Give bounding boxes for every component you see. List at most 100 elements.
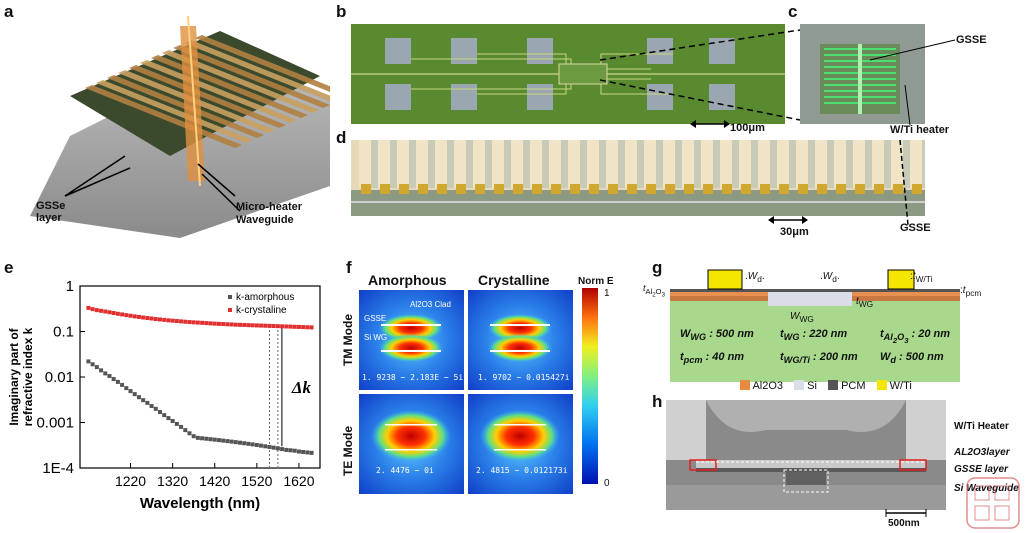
data-point xyxy=(174,319,179,324)
legend-swatch-wti xyxy=(876,380,887,390)
data-point xyxy=(99,368,104,373)
data-point xyxy=(111,311,116,316)
data-point xyxy=(296,449,301,454)
data-point xyxy=(229,322,234,327)
label-wd-left: .Wd. xyxy=(745,271,765,284)
comb-pad xyxy=(665,184,675,194)
gsse-layer-label: GSSe layer xyxy=(36,200,66,224)
data-point xyxy=(145,400,150,405)
data-point xyxy=(183,428,188,433)
comb-pad xyxy=(551,184,561,194)
comb-finger xyxy=(625,140,637,188)
label-tpcm: :tpcm xyxy=(960,285,982,298)
electrode-strip xyxy=(96,80,253,143)
x-tick-label: 1520 xyxy=(241,473,272,489)
data-point xyxy=(242,441,247,446)
row-tm: TM Mode xyxy=(341,314,355,366)
comb-finger xyxy=(435,140,447,188)
panel-c-micrograph xyxy=(800,24,925,124)
data-point xyxy=(259,443,264,448)
data-point xyxy=(86,305,91,310)
electrode-strip xyxy=(195,35,330,92)
comb-pad xyxy=(798,184,808,194)
data-point xyxy=(216,321,221,326)
data-point xyxy=(309,450,314,455)
data-point xyxy=(103,309,108,314)
data-point xyxy=(216,438,221,443)
data-point xyxy=(259,323,264,328)
data-point xyxy=(208,437,213,442)
data-point xyxy=(128,389,133,394)
comb-pad xyxy=(836,184,846,194)
data-point xyxy=(305,450,310,455)
legend-swatch-si xyxy=(794,380,805,390)
data-point xyxy=(162,317,167,322)
parameter-table: WWG : 500 nm tWG : 220 nm tAl2O3 : 20 nm tp… xyxy=(680,326,970,369)
colorbar-max: 1 xyxy=(604,288,610,299)
data-point xyxy=(275,446,280,451)
data-point xyxy=(301,449,306,454)
label-twti: :tW/Ti xyxy=(910,271,933,284)
comb-pad xyxy=(475,184,485,194)
electrode-strip xyxy=(162,50,319,113)
comb-pad xyxy=(456,184,466,194)
comb-finger xyxy=(530,140,542,188)
scale-bar-b xyxy=(690,120,730,128)
comb-finger xyxy=(720,140,732,188)
panel-f-letter: f xyxy=(346,258,352,277)
mode-te-crystalline xyxy=(468,394,573,494)
data-point xyxy=(103,371,108,376)
gsse-label-c: GSSE xyxy=(956,34,987,46)
param-cell: Wd : 500 nm xyxy=(880,351,944,366)
data-point xyxy=(288,448,293,453)
label-wwg: WWG xyxy=(790,311,814,324)
y-tick-label: 1 xyxy=(66,278,74,295)
comb-pad xyxy=(760,184,770,194)
y-tick-label: 0.001 xyxy=(36,415,74,432)
comb-pad xyxy=(646,184,656,194)
electrode-strip xyxy=(85,85,242,148)
data-point xyxy=(250,323,255,328)
label-wd-right: .Wd. xyxy=(820,271,840,284)
data-point xyxy=(204,321,209,326)
comb-finger xyxy=(492,140,504,188)
comb-finger xyxy=(473,140,485,188)
data-point xyxy=(254,443,259,448)
comb-finger xyxy=(910,140,922,188)
mode-te-amorphous xyxy=(359,394,464,494)
data-point xyxy=(136,395,141,400)
cross-section-schematic xyxy=(670,269,960,382)
data-point xyxy=(267,323,272,328)
col-crystalline: Crystalline xyxy=(478,272,550,288)
comb-pad xyxy=(418,184,428,194)
param-cell: tWG : 220 nm xyxy=(780,328,848,343)
comb-pad xyxy=(893,184,903,194)
col-amorphous: Amorphous xyxy=(368,272,447,288)
legend-entry: k-crystaline xyxy=(236,305,287,316)
x-tick-label: 1420 xyxy=(199,473,230,489)
watermark-stamp xyxy=(966,477,1020,529)
scale-bar-d xyxy=(768,216,808,224)
scale-text-h: 500nm xyxy=(888,518,920,529)
legend-marker xyxy=(228,308,232,312)
comb-finger xyxy=(663,140,675,188)
data-point xyxy=(149,404,154,409)
comb-finger xyxy=(568,140,580,188)
comb-finger xyxy=(359,140,371,188)
dk-label: Δk xyxy=(291,378,312,397)
data-point xyxy=(225,439,230,444)
scale-text-b: 100μm xyxy=(730,122,765,134)
data-point xyxy=(288,324,293,329)
data-point xyxy=(107,310,112,315)
pcm-layer xyxy=(670,289,960,292)
data-point xyxy=(136,314,141,319)
neff-tm-crystalline: 1. 9702 − 0.015427i xyxy=(478,373,570,382)
comb-finger xyxy=(606,140,618,188)
data-point xyxy=(238,322,242,327)
data-point xyxy=(200,320,205,325)
material-legend: Al2O3 Si PCM W/Ti xyxy=(740,380,912,392)
legend-entry: k-amorphous xyxy=(236,292,294,303)
data-point xyxy=(301,325,306,330)
data-point xyxy=(229,439,234,444)
panel-e-letter: e xyxy=(4,258,14,277)
